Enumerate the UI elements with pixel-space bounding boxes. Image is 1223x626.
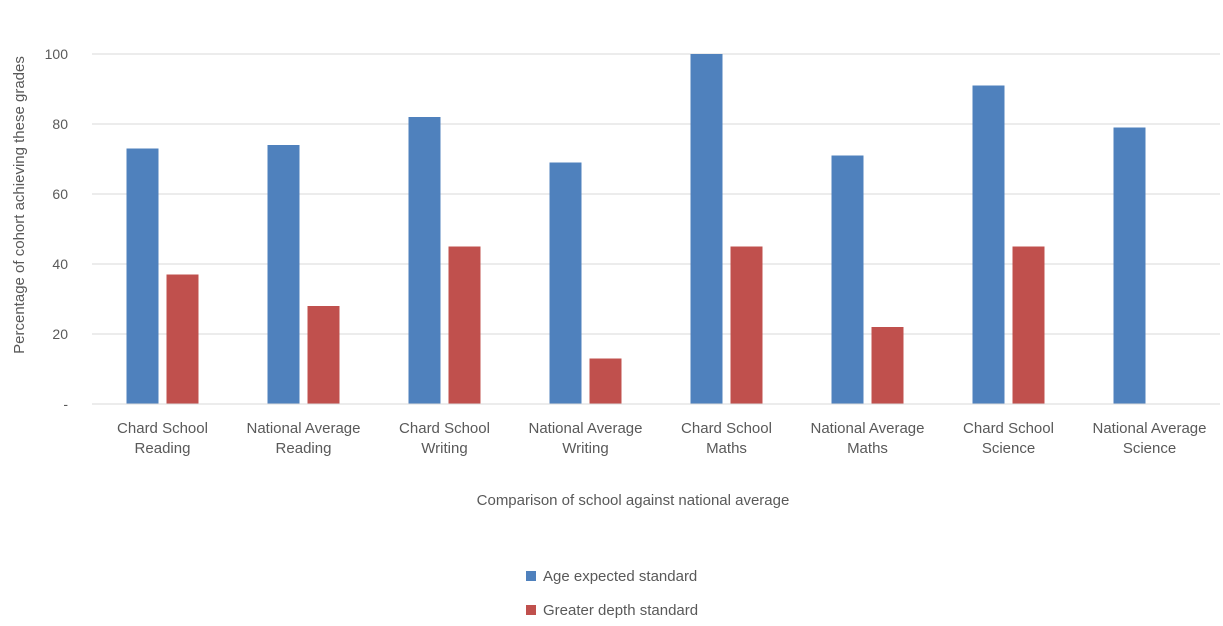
legend: Age expected standard Greater depth stand… <box>526 568 698 619</box>
bar-greater-depth <box>730 246 763 404</box>
x-category-label: National Average Science <box>1093 420 1207 457</box>
legend-label: Age expected standard <box>543 568 697 585</box>
bar-greater-depth <box>166 274 199 404</box>
legend-swatch <box>526 571 536 581</box>
y-tick-label: 80 <box>52 116 68 132</box>
x-category-label: Chard School Science <box>963 420 1054 457</box>
y-tick-label: 60 <box>52 186 68 202</box>
bar-greater-depth <box>448 246 481 404</box>
bar-age-expected <box>267 145 300 404</box>
x-axis-title: Comparison of school against national av… <box>477 492 790 509</box>
legend-swatch <box>526 605 536 615</box>
x-category-label: Chard School Writing <box>399 420 490 457</box>
y-tick-label: 20 <box>52 326 68 342</box>
x-category-label: Chard School Maths <box>681 420 772 457</box>
bars <box>126 54 1146 404</box>
y-axis-ticks: - 20 40 60 80 100 <box>45 46 69 412</box>
bar-age-expected <box>1113 127 1146 404</box>
x-category-label: Chard School Reading <box>117 420 208 457</box>
bar-greater-depth <box>307 306 340 404</box>
bar-age-expected <box>972 85 1005 404</box>
y-tick-label: - <box>63 396 68 412</box>
bar-age-expected <box>126 148 159 404</box>
x-category-label: National Average Reading <box>247 420 361 457</box>
y-tick-label: 40 <box>52 256 68 272</box>
bar-age-expected <box>831 155 864 404</box>
bar-age-expected <box>549 162 582 404</box>
y-axis-title: Percentage of cohort achieving these gra… <box>11 56 28 354</box>
legend-label: Greater depth standard <box>543 602 698 619</box>
bar-greater-depth <box>589 358 622 404</box>
x-category-label: National Average Writing <box>529 420 643 457</box>
bar-greater-depth <box>871 327 904 404</box>
bar-age-expected <box>408 117 441 404</box>
bar-greater-depth <box>1012 246 1045 404</box>
x-category-label: National Average Maths <box>811 420 925 457</box>
x-axis-categories: Chard School Reading National Average Readi… <box>117 420 1206 457</box>
y-tick-label: 100 <box>45 46 69 62</box>
bar-age-expected <box>690 54 723 404</box>
gridlines <box>92 53 1220 335</box>
